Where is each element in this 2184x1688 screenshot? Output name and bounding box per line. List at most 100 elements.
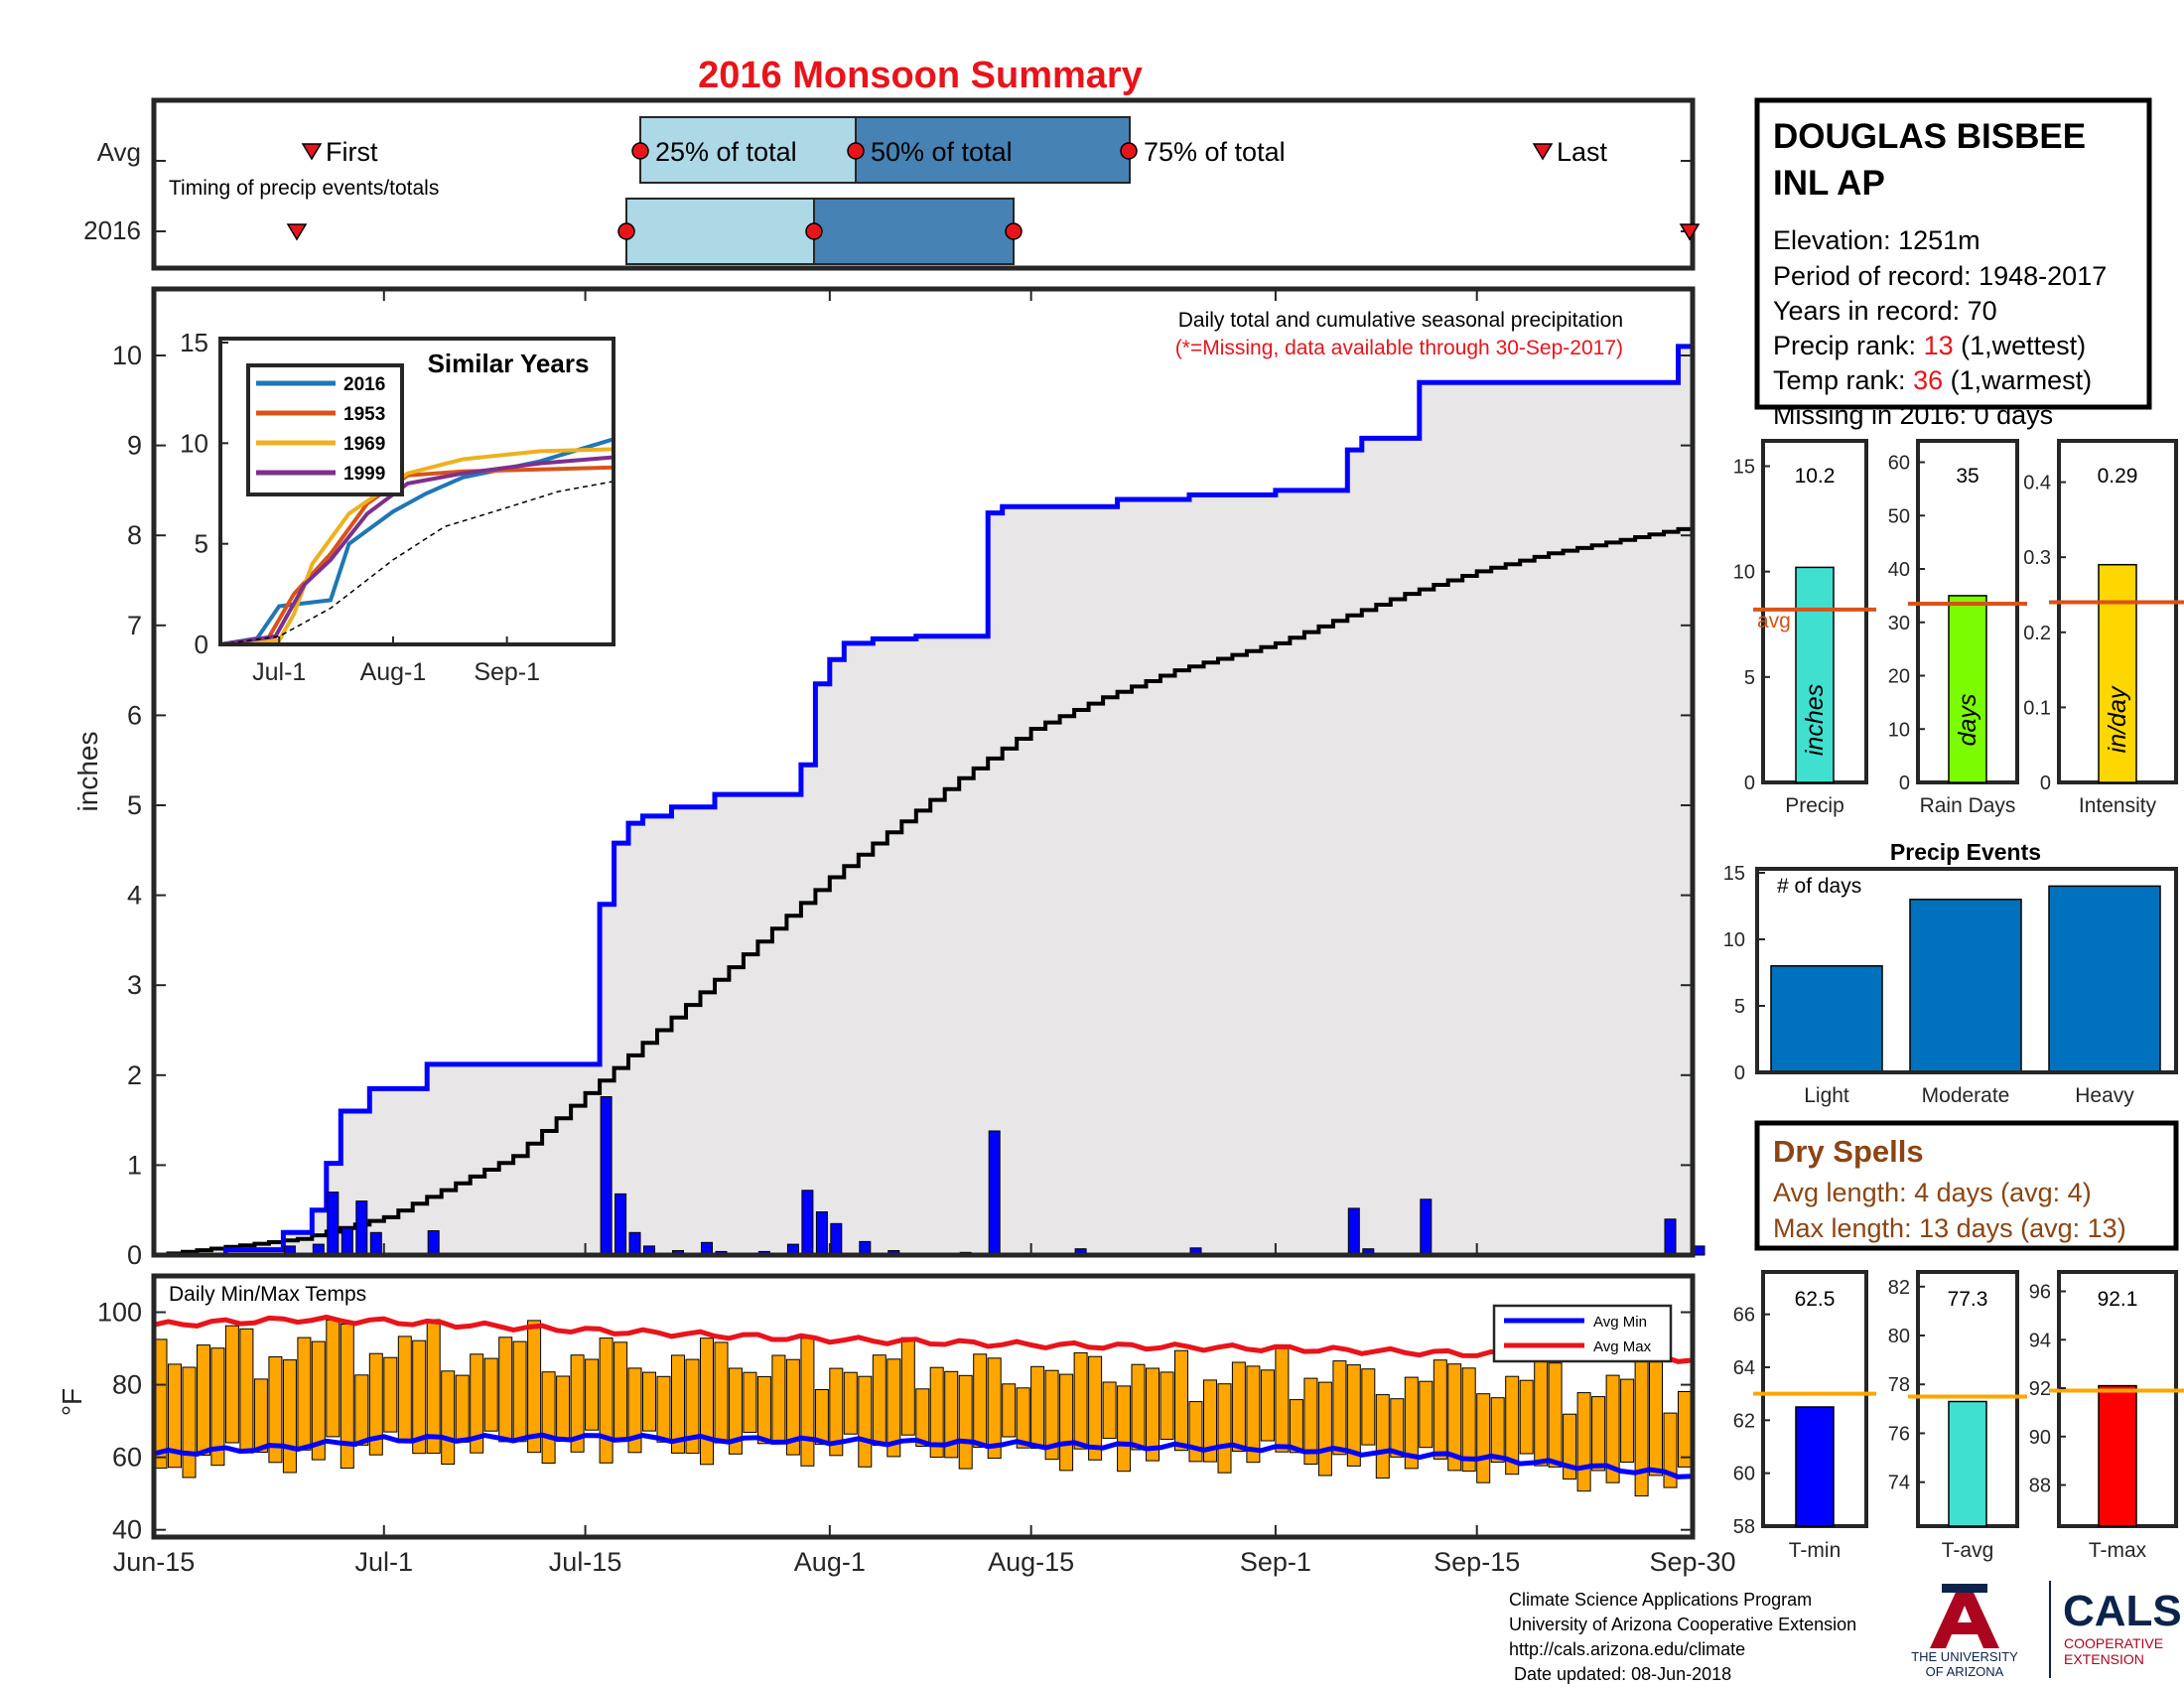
- daily-temp-bar: [1332, 1360, 1347, 1456]
- y2016-first-marker: [286, 223, 308, 241]
- mini-ytick-label: 0.2: [2023, 623, 2051, 644]
- daily-temp-bar: [1649, 1361, 1663, 1477]
- inset-xtick-label: Jul-1: [252, 658, 306, 686]
- daily-temp-bar: [1534, 1358, 1549, 1467]
- events-category-label: Moderate: [1922, 1084, 2010, 1107]
- daily-temp-bar: [1160, 1371, 1174, 1441]
- daily-temp-bar: [1490, 1397, 1505, 1463]
- daily-temp-bar: [1044, 1369, 1059, 1461]
- temp-panel-ytick-label: 92: [2029, 1378, 2051, 1400]
- temp-ytick-label: 60: [112, 1443, 142, 1473]
- temp-panel-ytick-label: 96: [2029, 1282, 2051, 1304]
- mini-ytick-label: 0.3: [2023, 547, 2051, 569]
- daily-temp-bar: [1447, 1363, 1462, 1472]
- daily-temp-bar: [756, 1375, 771, 1445]
- timing-row-avg: Avg: [97, 137, 141, 167]
- mini-ytick-label: 20: [1888, 666, 1910, 688]
- mini-panel-precip-value: 10.2: [1795, 465, 1836, 488]
- inset-title: Similar Years: [428, 349, 590, 378]
- dry-spells-avg: Avg length: 4 days (avg: 4): [1773, 1178, 2092, 1207]
- temp-panel-tmax-value: 92.1: [2098, 1288, 2138, 1311]
- avg-min-line: [153, 1432, 1694, 1479]
- daily-temp-bar: [210, 1347, 225, 1467]
- mini-ytick-label: 10: [1733, 562, 1755, 584]
- y2016-box-25-50: [625, 198, 815, 265]
- events-ytick-label: 0: [1734, 1062, 1745, 1084]
- daily-temp-bar: [1404, 1376, 1419, 1470]
- daily-temp-bar: [944, 1370, 959, 1459]
- mini-panel-avg-text: avg: [1757, 610, 1791, 633]
- events-category-label: Light: [1804, 1084, 1849, 1107]
- daily-temp-bar: [1678, 1391, 1692, 1468]
- daily-temp-bar: [412, 1339, 427, 1455]
- timing-panel: Avg 2016 Timing of precip events/totals …: [83, 97, 1701, 271]
- daily-temp-bar: [1375, 1394, 1390, 1479]
- daily-temp-bar: [326, 1319, 341, 1438]
- daily-temp-bar: [743, 1371, 757, 1434]
- inset-ytick-label: 0: [195, 630, 208, 659]
- daily-temp-bar: [282, 1359, 297, 1474]
- temp-panel-tmin-label: T-min: [1789, 1539, 1842, 1562]
- y2016-p50-marker: [805, 222, 823, 240]
- inset-legend-label: 1969: [343, 434, 385, 455]
- xtick-label: Aug-15: [988, 1547, 1074, 1577]
- legend-avg-min: Avg Min: [1593, 1314, 1647, 1331]
- inset-xtick-label: Sep-1: [474, 658, 540, 686]
- daily-temp-bar: [383, 1356, 398, 1433]
- daily-temp-bar: [1346, 1364, 1361, 1467]
- avg-p25-marker: [631, 142, 649, 160]
- avg-p75-marker: [1120, 142, 1138, 160]
- daily-temp-bar: [1117, 1385, 1132, 1473]
- avg-first-marker: [301, 143, 323, 161]
- daily-temp-bar: [771, 1354, 786, 1445]
- mini-panel-intensity-unit: in/day: [2104, 685, 2131, 753]
- daily-temp-bar: [800, 1337, 815, 1467]
- daily-temp-bar: [1002, 1383, 1017, 1438]
- main-ytick-label: 4: [127, 881, 142, 911]
- daily-precip-bar: [327, 1192, 340, 1256]
- mini-ytick-label: 10: [1888, 719, 1910, 741]
- daily-temp-bar: [685, 1358, 700, 1455]
- daily-temp-bar: [368, 1352, 383, 1456]
- temp-panel-ytick-label: 60: [1733, 1464, 1755, 1485]
- footer-line-3: http://cals.arizona.edu/climate: [1509, 1639, 1745, 1659]
- cals-logo-sub-1: COOPERATIVE: [2064, 1635, 2163, 1651]
- daily-temp-bar: [1419, 1380, 1433, 1449]
- station-years: Years in record: 70: [1773, 296, 1997, 326]
- inset-legend-label: 2016: [343, 374, 385, 395]
- ua-logo-text-1: THE UNIVERSITY: [1911, 1649, 2018, 1664]
- temp-ytick-label: 100: [97, 1298, 142, 1328]
- daily-precip-bar: [628, 1231, 641, 1256]
- footer: Climate Science Applications Program Uni…: [1509, 1581, 2182, 1684]
- mini-panel-intensity-label: Intensity: [2079, 794, 2157, 817]
- mini-ytick-label: 0.1: [2023, 697, 2051, 719]
- main-note-2: (*=Missing, data available through 30-Se…: [1175, 337, 1623, 359]
- daily-temp-bar: [527, 1320, 542, 1454]
- daily-temp-bar: [397, 1336, 412, 1444]
- main-ytick-label: 2: [127, 1060, 142, 1090]
- events-category-label: Heavy: [2075, 1084, 2134, 1107]
- temp-ytick-label: 40: [112, 1515, 142, 1545]
- avg-cumulative-area: [154, 526, 1693, 1255]
- footer-line-4: Date updated: 08-Jun-2018: [1509, 1664, 1731, 1684]
- inset-legend-label: 1999: [343, 464, 385, 485]
- avg-p50-label: 50% of total: [871, 137, 1013, 167]
- daily-temp-bar: [585, 1358, 600, 1431]
- main-ylabel: inches: [72, 732, 103, 812]
- daily-temp-bar: [426, 1319, 441, 1455]
- daily-temp-bar: [483, 1357, 498, 1432]
- daily-precip-bar: [1420, 1198, 1433, 1256]
- mini-panel-precip-bar: [1795, 566, 1835, 783]
- avg-cumulative-line: [154, 526, 1695, 1257]
- temp-panel-ytick-label: 88: [2029, 1476, 2051, 1497]
- daily-precip-bar: [614, 1193, 627, 1256]
- daily-temp-bar: [671, 1354, 685, 1454]
- daily-temp-bar: [253, 1378, 268, 1454]
- daily-temp-bar: [1174, 1349, 1188, 1452]
- events-ylabel-text: # of days: [1777, 875, 1861, 898]
- daily-temp-bar: [929, 1366, 944, 1459]
- events-bar: [1770, 965, 1883, 1073]
- main-ytick-label: 8: [127, 520, 142, 550]
- daily-temp-bar: [311, 1340, 326, 1461]
- main-ytick-label: 6: [127, 700, 142, 730]
